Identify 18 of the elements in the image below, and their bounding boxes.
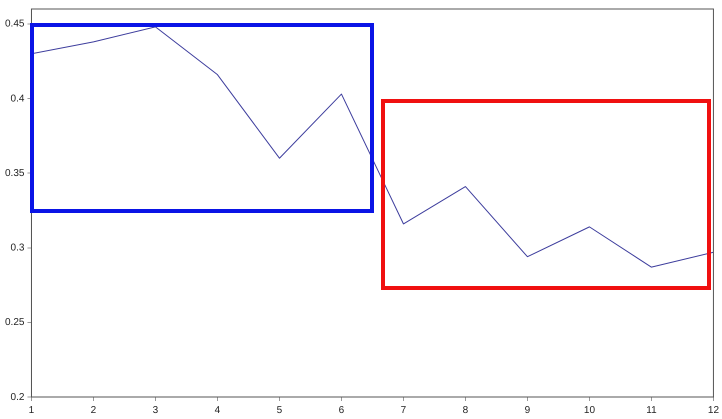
y-tick-label: 0.2 — [10, 392, 25, 403]
x-tick-label: 12 — [708, 404, 720, 416]
x-tick-label: 5 — [276, 404, 283, 416]
x-tick-label: 8 — [462, 404, 469, 416]
x-tick-label: 4 — [214, 404, 221, 416]
x-tick-label: 9 — [524, 404, 531, 416]
y-tick-label: 0.3 — [10, 242, 25, 254]
x-tick-label: 6 — [338, 404, 345, 416]
x-tick-label: 10 — [584, 404, 596, 416]
y-tick-label: 0.25 — [4, 317, 25, 328]
x-tick-label: 11 — [646, 404, 658, 416]
x-tick-label: 2 — [90, 404, 97, 416]
x-tick-label: 3 — [152, 404, 159, 416]
y-tick-label: 0.45 — [4, 18, 25, 30]
y-tick-label: 0.4 — [10, 93, 25, 104]
x-tick-label: 1 — [28, 404, 35, 416]
x-tick-label: 7 — [400, 404, 407, 416]
y-tick-label: 0.35 — [4, 168, 25, 179]
